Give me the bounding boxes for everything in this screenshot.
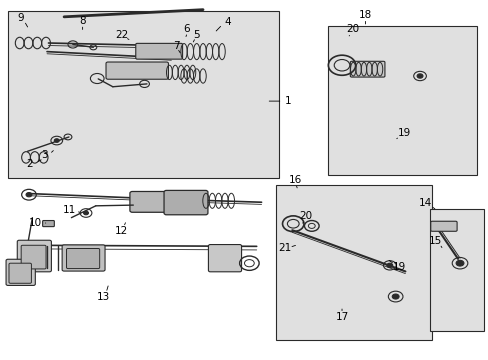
- Text: 6: 6: [183, 24, 190, 35]
- FancyBboxPatch shape: [208, 244, 241, 272]
- Text: 17: 17: [335, 312, 348, 322]
- Text: 4: 4: [224, 17, 230, 27]
- Bar: [276, 185, 431, 339]
- Circle shape: [54, 139, 59, 142]
- Text: 14: 14: [418, 198, 431, 208]
- FancyBboxPatch shape: [62, 245, 105, 271]
- FancyBboxPatch shape: [106, 62, 168, 79]
- Text: 21: 21: [277, 243, 290, 253]
- Bar: [328, 26, 476, 175]
- Circle shape: [83, 211, 88, 215]
- Text: 3: 3: [41, 150, 48, 160]
- FancyBboxPatch shape: [9, 263, 31, 283]
- Circle shape: [416, 74, 422, 78]
- Text: 8: 8: [79, 17, 86, 27]
- Text: 18: 18: [358, 10, 371, 20]
- Text: 12: 12: [115, 226, 128, 236]
- FancyBboxPatch shape: [136, 43, 182, 59]
- Circle shape: [386, 263, 392, 267]
- Text: 19: 19: [397, 129, 410, 138]
- FancyBboxPatch shape: [6, 259, 35, 285]
- Text: 22: 22: [115, 30, 128, 40]
- Circle shape: [455, 260, 463, 266]
- FancyBboxPatch shape: [21, 245, 46, 269]
- Text: 20: 20: [298, 211, 311, 221]
- Text: 7: 7: [173, 41, 179, 50]
- FancyBboxPatch shape: [66, 248, 100, 269]
- Circle shape: [26, 193, 32, 197]
- Text: 9: 9: [18, 13, 24, 23]
- Bar: [429, 209, 484, 330]
- FancyBboxPatch shape: [163, 190, 207, 215]
- Text: 16: 16: [288, 175, 302, 185]
- Bar: [8, 12, 278, 178]
- Text: 11: 11: [63, 206, 77, 216]
- Text: 10: 10: [29, 218, 42, 228]
- Text: 19: 19: [392, 262, 406, 272]
- Text: 20: 20: [346, 24, 359, 35]
- Circle shape: [391, 294, 398, 299]
- Text: 1: 1: [285, 96, 291, 106]
- Text: 15: 15: [428, 236, 441, 246]
- FancyBboxPatch shape: [130, 192, 178, 212]
- Text: 5: 5: [193, 30, 200, 40]
- FancyBboxPatch shape: [42, 221, 54, 226]
- Text: 2: 2: [26, 159, 33, 169]
- Text: 13: 13: [96, 292, 109, 302]
- FancyBboxPatch shape: [17, 240, 51, 272]
- FancyBboxPatch shape: [430, 221, 456, 231]
- FancyBboxPatch shape: [349, 61, 384, 77]
